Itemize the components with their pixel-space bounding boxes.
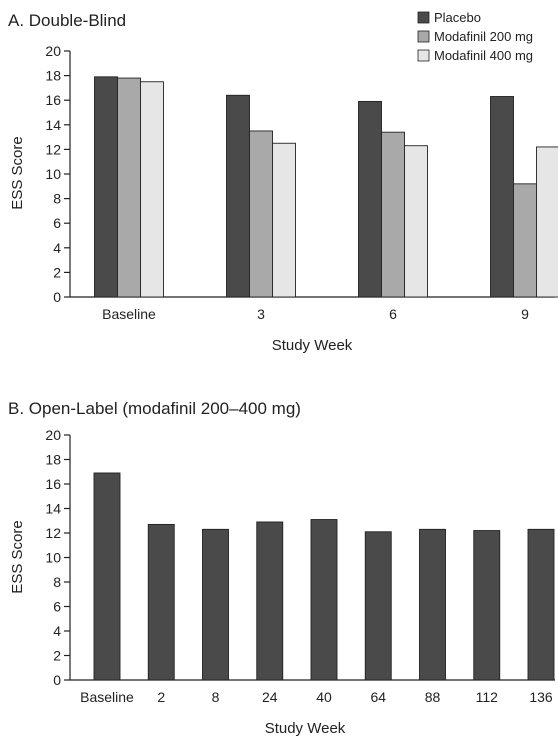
x-tick-label: Baseline bbox=[80, 689, 134, 705]
bar bbox=[420, 529, 446, 680]
x-tick-label: 64 bbox=[370, 689, 386, 705]
y-tick-label: 18 bbox=[45, 68, 61, 84]
x-tick-label: 136 bbox=[529, 689, 553, 705]
bar bbox=[491, 97, 514, 297]
chart-double-blind: A. Double-Blind ESS Score Study Week 0 2 4… bbox=[8, 10, 558, 354]
y-tick-label: 2 bbox=[53, 264, 61, 280]
y-tick-label: 14 bbox=[45, 501, 61, 517]
y-tick-label: 16 bbox=[45, 92, 61, 108]
x-tick-label: 6 bbox=[389, 306, 397, 322]
bar bbox=[95, 77, 118, 297]
bar bbox=[118, 78, 141, 297]
legend-swatch-modafinil-400 bbox=[418, 50, 429, 61]
bar bbox=[537, 147, 558, 297]
y-tick-label: 16 bbox=[45, 476, 61, 492]
legend-label-placebo: Placebo bbox=[434, 10, 481, 25]
y-tick-label: 10 bbox=[45, 166, 61, 182]
x-tick-label: 112 bbox=[476, 689, 499, 705]
chart-a-bars bbox=[95, 77, 558, 297]
legend-label-modafinil-400: Modafinil 400 mg bbox=[434, 48, 533, 63]
chart-b-bars bbox=[94, 473, 554, 680]
y-tick-label: 6 bbox=[53, 599, 61, 615]
bar bbox=[257, 522, 283, 680]
bar bbox=[528, 529, 554, 680]
chart-b-title: B. Open-Label (modafinil 200–400 mg) bbox=[8, 399, 301, 418]
bar bbox=[203, 529, 229, 680]
chart-a-y-axis-label: ESS Score bbox=[9, 136, 26, 209]
chart-b-y-axis-label: ESS Score bbox=[9, 520, 26, 593]
x-tick-label: 88 bbox=[425, 689, 441, 705]
bar bbox=[365, 532, 391, 680]
y-tick-label: 12 bbox=[45, 141, 61, 157]
x-tick-label: 3 bbox=[257, 306, 265, 322]
bar bbox=[311, 520, 337, 680]
y-tick-label: 8 bbox=[53, 574, 61, 590]
y-tick-label: 14 bbox=[45, 117, 61, 133]
x-tick-label: 9 bbox=[521, 306, 529, 322]
legend-label-modafinil-200: Modafinil 200 mg bbox=[434, 29, 533, 44]
y-tick-label: 0 bbox=[53, 289, 61, 305]
x-tick-label: 40 bbox=[316, 689, 332, 705]
bar bbox=[148, 524, 174, 680]
y-tick-label: 12 bbox=[45, 525, 61, 541]
bar bbox=[405, 146, 428, 297]
x-tick-label: 2 bbox=[157, 689, 165, 705]
legend-swatch-placebo bbox=[418, 12, 429, 23]
y-tick-label: 10 bbox=[45, 550, 61, 566]
y-tick-label: 20 bbox=[45, 43, 61, 59]
bar bbox=[141, 82, 164, 297]
bar bbox=[227, 95, 250, 297]
y-tick-label: 6 bbox=[53, 215, 61, 231]
y-tick-label: 20 bbox=[45, 427, 61, 443]
x-tick-label: Baseline bbox=[102, 306, 156, 322]
bar bbox=[94, 473, 120, 680]
chart-a-x-axis-label: Study Week bbox=[272, 337, 353, 354]
y-tick-label: 2 bbox=[53, 648, 61, 664]
bar bbox=[250, 131, 273, 297]
y-tick-label: 4 bbox=[53, 240, 61, 256]
chart-a-legend: Placebo Modafinil 200 mg Modafinil 400 m… bbox=[418, 10, 533, 63]
y-tick-label: 4 bbox=[53, 623, 61, 639]
y-tick-label: 8 bbox=[53, 191, 61, 207]
legend-swatch-modafinil-200 bbox=[418, 31, 429, 42]
chart-a-title: A. Double-Blind bbox=[8, 11, 126, 30]
x-tick-label: 8 bbox=[212, 689, 220, 705]
y-tick-label: 18 bbox=[45, 452, 61, 468]
bar bbox=[359, 101, 382, 297]
bar bbox=[474, 531, 500, 680]
y-tick-label: 0 bbox=[53, 672, 61, 688]
bar bbox=[514, 184, 537, 297]
x-tick-label: 24 bbox=[262, 689, 278, 705]
chart-open-label: B. Open-Label (modafinil 200–400 mg) ESS… bbox=[8, 399, 555, 737]
chart-b-x-axis-label: Study Week bbox=[265, 720, 346, 737]
bar bbox=[273, 143, 296, 297]
bar bbox=[382, 132, 405, 297]
